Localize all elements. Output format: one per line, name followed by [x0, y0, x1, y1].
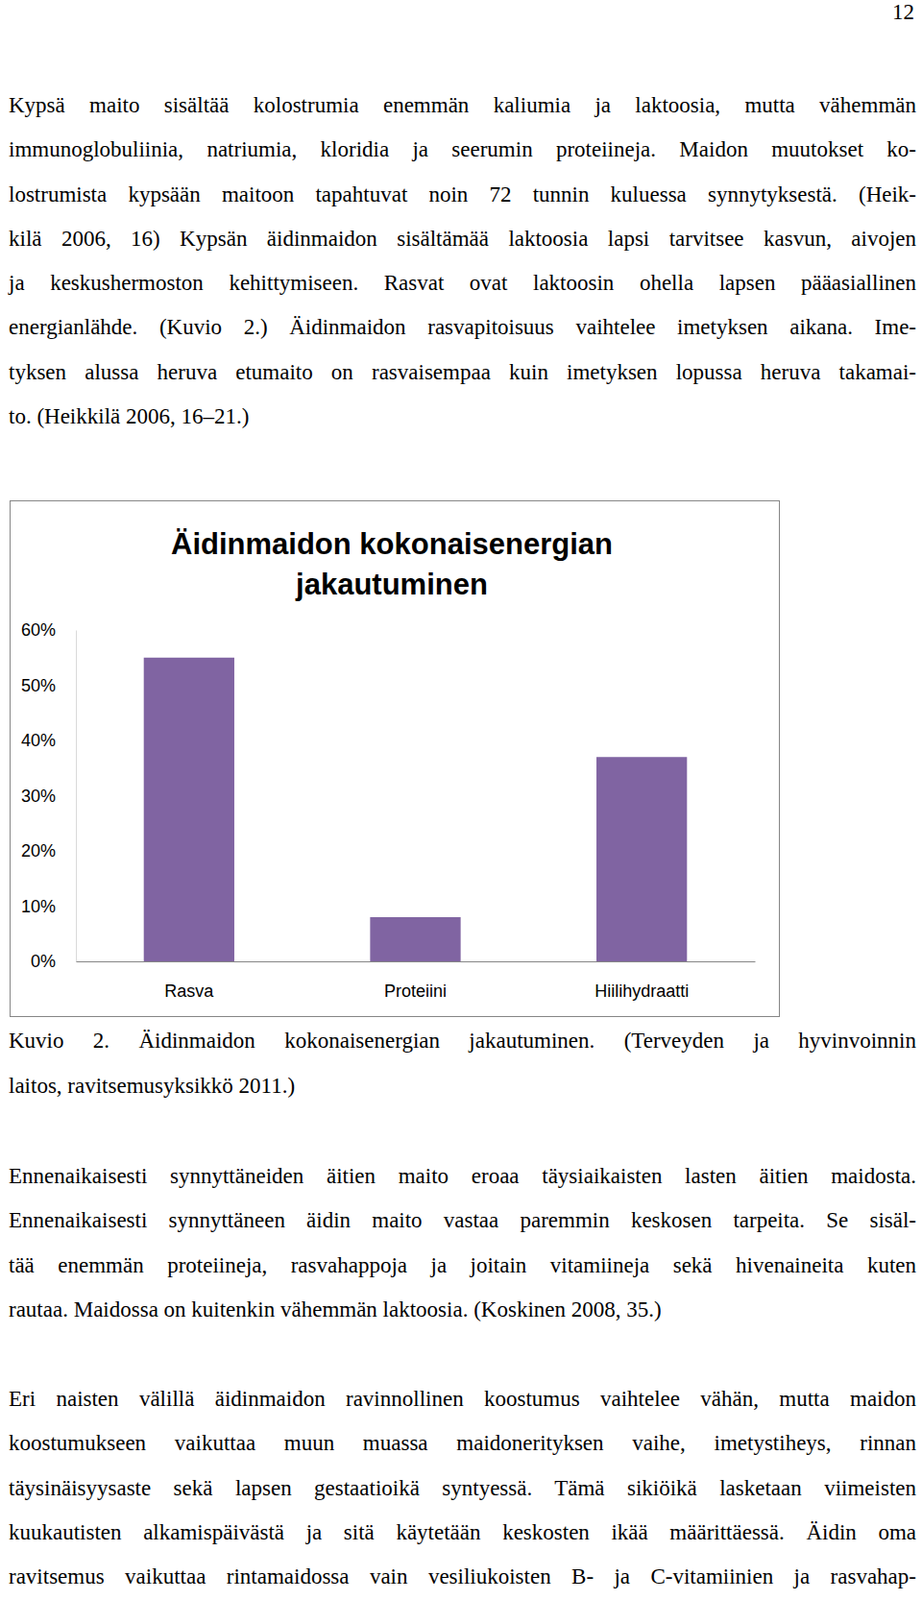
- text-line: tyksen alussa heruva etumaito on rasvais…: [8, 350, 917, 395]
- y-tick-label: 60%: [21, 620, 56, 640]
- text-line: Kuvio 2. Äidinmaidon kokonaisenergian ja…: [8, 1018, 917, 1064]
- text-line: laitos, ravitsemusyksikkö 2011.): [8, 1063, 917, 1109]
- text-line: koostumukseen vaikuttaa muun muassa maid…: [8, 1421, 917, 1466]
- paragraph: Ennenaikaisesti synnyttäneiden äitien ma…: [8, 1154, 917, 1333]
- text-line: to. (Heikkilä 2006, 16–21.): [8, 394, 917, 439]
- text-line: lostrumista kypsään maitoon tapahtuvat n…: [8, 172, 917, 218]
- y-tick: 40%: [21, 730, 76, 751]
- text-line: Ennenaikaisesti synnyttäneen äidin maito…: [8, 1198, 917, 1243]
- chart-frame: [10, 501, 780, 1018]
- y-tick: 0%: [30, 951, 76, 971]
- chart: 0% 10% 20% 30% 40% 50% 60% Rasva Proteiini Hiilih…: [0, 480, 922, 1038]
- text-line: täysinäisyysaste sekä lapsen gestaatioik…: [8, 1466, 917, 1511]
- x-tick: Proteiini: [384, 961, 447, 1001]
- chart-title: Äidinmaidon kokonaisenergianjakautuminen: [170, 527, 613, 602]
- text-line: rautaa. Maidossa on kuitenkin vähemmän l…: [8, 1287, 917, 1333]
- text-line: Eri naisten välillä äidinmaidon ravinnol…: [8, 1377, 917, 1422]
- x-tick-label: Proteiini: [384, 981, 447, 1001]
- figure-caption: Kuvio 2. Äidinmaidon kokonaisenergian ja…: [8, 1018, 917, 1109]
- text-line: ja keskushermoston kehittymiseen. Rasvat…: [8, 261, 917, 306]
- y-tick-label: 10%: [21, 897, 56, 917]
- bar: [596, 756, 687, 962]
- y-tick: 30%: [21, 786, 76, 806]
- bar: [369, 917, 461, 962]
- y-tick: 10%: [21, 897, 76, 917]
- x-tick-label: Rasva: [164, 981, 215, 1001]
- paragraph: Kypsä maito sisältää kolostrumia enemmän…: [8, 83, 917, 439]
- bars: [144, 657, 688, 962]
- y-tick-label: 30%: [21, 786, 56, 806]
- y-tick: 20%: [21, 841, 76, 861]
- text-line: Ennenaikaisesti synnyttäneiden äitien ma…: [8, 1154, 917, 1199]
- text-line: ravitsemus vaikuttaa rintamaidossa vain …: [8, 1554, 917, 1600]
- y-tick: 50%: [21, 676, 76, 696]
- y-axis: 0% 10% 20% 30% 40% 50% 60%: [21, 620, 77, 971]
- x-tick-label: Hiilihydraatti: [594, 981, 689, 1001]
- y-tick-label: 20%: [21, 841, 56, 861]
- bar: [144, 657, 235, 962]
- text-line: tää enemmän proteiineja, rasvahappoja ja…: [8, 1243, 917, 1288]
- y-tick-label: 50%: [21, 676, 56, 696]
- y-tick-label: 40%: [21, 730, 56, 751]
- x-axis-line: [76, 961, 756, 963]
- y-tick: 60%: [21, 620, 76, 640]
- x-tick: Hiilihydraatti: [594, 961, 689, 1001]
- x-axis: Rasva Proteiini Hiilihydraatti: [76, 961, 756, 1001]
- paragraph: Eri naisten välillä äidinmaidon ravinnol…: [8, 1377, 917, 1600]
- text-line: Kypsä maito sisältää kolostrumia enemmän…: [8, 83, 917, 128]
- y-tick-label: 0%: [30, 951, 56, 971]
- text-line: energianlähde. (Kuvio 2.) Äidinmaidon ra…: [8, 305, 917, 350]
- y-axis-line: [75, 630, 77, 963]
- text-line: kuukautisten alkamispäivästä ja sitä käy…: [8, 1510, 917, 1555]
- text-line: immunoglobuliinia, natriumia, kloridia j…: [8, 127, 917, 172]
- text-line: kilä 2006, 16) Kypsän äidinmaidon sisält…: [8, 217, 917, 262]
- page-number: 12: [892, 0, 915, 25]
- x-tick: Rasva: [164, 961, 215, 1001]
